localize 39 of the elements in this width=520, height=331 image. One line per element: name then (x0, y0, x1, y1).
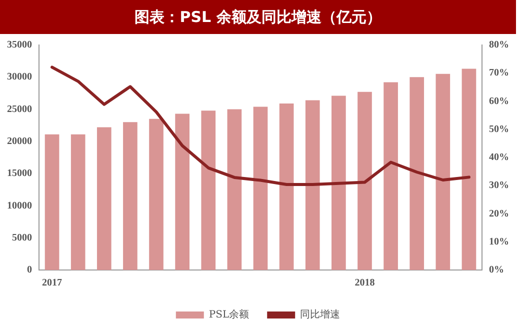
bar (436, 74, 450, 270)
y-tick-label: 0 (27, 264, 32, 276)
bar (384, 82, 398, 270)
y-tick-label: 25000 (7, 104, 32, 115)
bar (70, 134, 86, 270)
y-tick-label: 20000 (7, 136, 32, 148)
chart-title: 图表：PSL 余额及同比增速（亿元） (0, 0, 516, 34)
y2-tick-label: 30% (489, 180, 509, 192)
bar (227, 109, 242, 270)
bar (149, 118, 164, 270)
x-tick-label: 2018 (354, 278, 375, 289)
legend-label: PSL余额 (208, 308, 250, 321)
bar (44, 134, 60, 270)
bar (358, 92, 372, 270)
y2-tick-label: 40% (489, 152, 509, 164)
y-tick-label: 10000 (7, 200, 32, 212)
legend-label: 同比增速 (300, 308, 340, 321)
bar (332, 96, 346, 270)
y-tick-label: 35000 (7, 40, 32, 51)
y2-tick-label: 0% (489, 264, 504, 276)
y2-tick-label: 70% (489, 68, 509, 79)
bar (175, 114, 190, 270)
bar (123, 122, 138, 270)
bar (253, 106, 268, 270)
y2-tick-label: 10% (489, 236, 509, 248)
y-tick-label: 15000 (7, 168, 32, 180)
y2-tick-label: 80% (489, 40, 509, 51)
y2-tick-label: 50% (489, 124, 509, 135)
bar (201, 110, 216, 270)
y2-tick-label: 20% (489, 208, 509, 220)
bar (305, 100, 320, 270)
bar (96, 127, 112, 270)
y2-tick-label: 60% (489, 96, 509, 107)
bar (410, 77, 424, 270)
x-tick-label: 2017 (42, 278, 62, 289)
bar (462, 68, 476, 270)
bar (279, 104, 294, 270)
y-tick-label: 5000 (12, 232, 32, 244)
y-tick-label: 30000 (7, 72, 32, 83)
